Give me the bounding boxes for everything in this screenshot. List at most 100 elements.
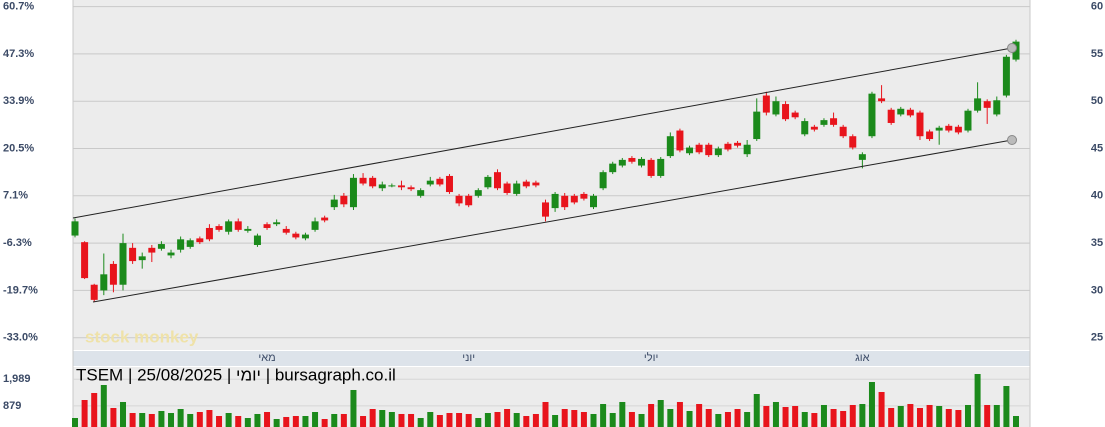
volume-bar <box>916 407 923 427</box>
volume-bar <box>696 404 703 427</box>
y2-tick-label: -33.0% <box>3 332 38 344</box>
candles <box>71 39 1020 302</box>
volume-bar <box>840 410 847 427</box>
volume-bar <box>907 404 914 427</box>
volume-bar <box>648 404 655 427</box>
y-tick-label: 35 <box>1091 237 1103 249</box>
candle-body <box>493 172 501 189</box>
candle-body <box>858 154 866 160</box>
volume-bar <box>283 416 290 427</box>
candle-body <box>292 233 300 238</box>
candle-body <box>407 187 415 190</box>
candle-body <box>263 224 271 228</box>
volume-bar <box>590 413 597 427</box>
candle-body <box>397 185 405 188</box>
candle-body <box>465 195 473 206</box>
y2-tick-label: 20.5% <box>3 142 34 154</box>
candle-body <box>897 108 905 115</box>
volume-bar <box>936 406 943 427</box>
volume-bar <box>542 401 549 427</box>
candle-body <box>618 159 626 166</box>
candle-body <box>734 142 742 146</box>
volume-tick-label: 1,989 <box>3 373 31 385</box>
y-tick-label: 50 <box>1091 95 1103 107</box>
candle-body <box>177 239 185 250</box>
candle-body <box>157 244 165 249</box>
candle-body <box>301 234 309 239</box>
volume-bar <box>878 392 885 427</box>
volume-bar <box>984 404 991 427</box>
candle-body <box>71 221 79 236</box>
volume-bar <box>360 416 367 427</box>
candle-body <box>388 185 396 187</box>
volume-bar <box>168 413 175 427</box>
y2-tick-label: 60.7% <box>3 1 34 13</box>
volume-bar <box>734 409 741 427</box>
volume-bar <box>1013 416 1019 427</box>
candle-body <box>801 121 809 135</box>
candle-body <box>916 112 924 137</box>
volume-bar <box>955 410 962 427</box>
candle-body <box>234 221 242 230</box>
y-tick-label: 60 <box>1091 1 1103 13</box>
x-tick-label: אוג <box>855 352 870 364</box>
candle-body <box>609 163 617 173</box>
volume-bar <box>446 413 453 427</box>
candle-body <box>148 247 156 253</box>
volume-bar <box>91 392 98 427</box>
grid <box>73 6 1030 407</box>
y2-tick-label: 33.9% <box>3 95 34 107</box>
volume-bar <box>657 400 664 427</box>
candle-body <box>436 178 444 185</box>
y-tick-label: 25 <box>1091 332 1103 344</box>
y-tick-label: 30 <box>1091 284 1103 296</box>
volume-bar <box>110 407 117 427</box>
volume-bar <box>619 401 626 427</box>
candle-body <box>253 235 261 245</box>
candle-body <box>628 157 636 162</box>
volume-bar <box>609 413 616 427</box>
candle-body <box>167 252 175 256</box>
y2-tick-label: -6.3% <box>3 237 32 249</box>
volume-bar <box>177 409 184 427</box>
candle-body <box>868 93 876 137</box>
x-tick-label: יולי <box>644 351 658 364</box>
candle-body <box>926 131 934 140</box>
candle-body <box>244 228 252 231</box>
candle-body <box>359 177 367 184</box>
candle-body <box>205 227 213 240</box>
volume-bar <box>388 412 395 427</box>
candle-body <box>282 228 290 233</box>
volume-bar <box>331 413 338 427</box>
volume-bar <box>350 389 357 427</box>
candle-body <box>887 109 895 123</box>
volume-bar <box>475 418 482 427</box>
candle-body <box>849 136 857 148</box>
volume-bar <box>513 413 520 427</box>
volume-bar <box>100 385 107 427</box>
candle-body <box>714 148 722 156</box>
candle-body <box>743 144 751 155</box>
candle-body <box>820 120 828 125</box>
candle-body <box>100 274 108 291</box>
candle-body <box>676 130 684 151</box>
volume-bar <box>744 412 751 427</box>
candle-body <box>810 126 818 130</box>
candle-body <box>522 181 530 187</box>
plot-background <box>73 0 1030 350</box>
candle-body <box>474 190 482 196</box>
volume-bar <box>888 407 895 427</box>
volume-bar <box>811 413 818 427</box>
volume-bar <box>638 413 645 427</box>
candle-body <box>503 183 511 193</box>
volume-bar <box>782 407 789 427</box>
candle-body <box>417 190 425 196</box>
candle-body <box>340 195 348 205</box>
volume-bar <box>494 412 501 427</box>
volume-bar <box>868 382 875 427</box>
volume-bar <box>158 410 165 427</box>
candle-body <box>311 221 319 230</box>
volume-bar <box>964 404 971 427</box>
candle-body <box>839 126 847 137</box>
month-band <box>73 351 1030 366</box>
